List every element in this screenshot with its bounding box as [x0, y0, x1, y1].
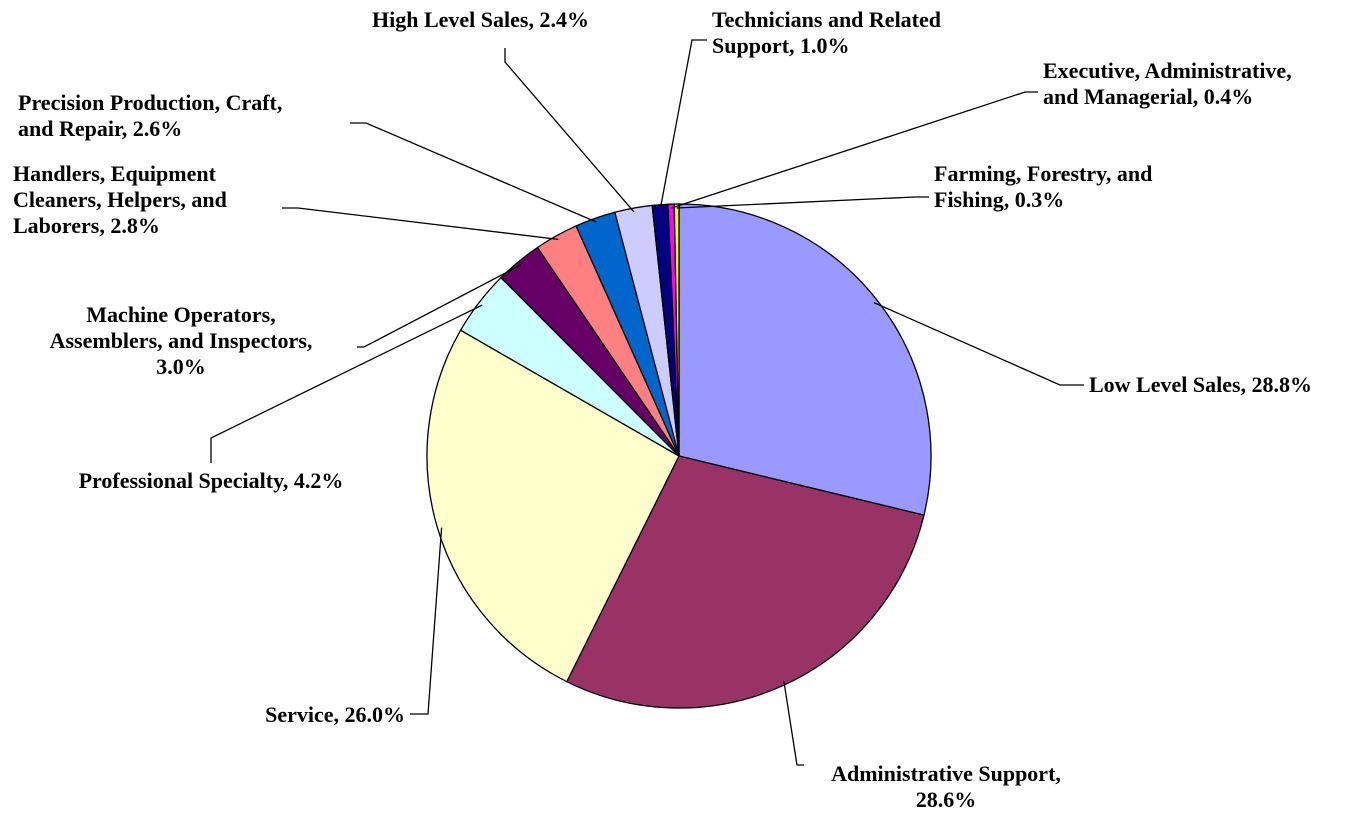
slice-label-line: Fishing, 0.3% — [934, 187, 1064, 212]
slice-label-line: Executive, Administrative, — [1043, 58, 1292, 83]
slice-label-line: Cleaners, Helpers, and — [13, 187, 227, 212]
slice-label-line: Precision Production, Craft, — [18, 90, 282, 115]
leader-lines — [210, 39, 1084, 766]
slice-label-line: Administrative Support, — [831, 761, 1061, 786]
slice-label-line: Professional Specialty, 4.2% — [79, 468, 344, 493]
slice-label-line: 3.0% — [156, 354, 206, 379]
leader-line-professional-specialty — [210, 304, 483, 463]
slice-label-service: Service, 26.0% — [265, 702, 405, 727]
pie-slice-administrative-support — [565, 455, 925, 709]
leader-line-high-level-sales — [504, 48, 635, 213]
slice-label-line: Support, 1.0% — [712, 33, 850, 58]
leader-line-low-level-sales — [873, 302, 1084, 386]
slice-label-line: and Repair, 2.6% — [18, 116, 182, 141]
pie-slice-low-level-sales — [678, 203, 932, 516]
pie-slice-farming-forestry-and-fishing — [673, 203, 680, 457]
slice-label-line: Handlers, Equipment — [13, 161, 217, 186]
slice-label-line: Service, 26.0% — [265, 702, 405, 727]
slice-labels: Low Level Sales, 28.8% Administrative Sup… — [13, 7, 1312, 812]
slice-label-line: and Managerial, 0.4% — [1043, 84, 1253, 109]
leader-line-machine-operators-assemblers-and-inspectors — [357, 264, 522, 348]
slice-label-administrative-support: Administrative Support, 28.6% — [831, 761, 1061, 812]
slice-label-line: Low Level Sales, 28.8% — [1089, 372, 1312, 397]
slice-label-precision-production-craft-and-repair: Precision Production, Craft, and Repair, … — [18, 90, 282, 141]
leader-line-technicians-and-related-support — [659, 39, 707, 209]
slice-label-line: Machine Operators, — [86, 302, 275, 327]
slice-label-farming-forestry-and-fishing: Farming, Forestry, and Fishing, 0.3% — [934, 161, 1152, 212]
slice-label-line: Laborers, 2.8% — [13, 213, 160, 238]
leader-line-executive-administrative-and-managerial — [670, 91, 1038, 209]
slice-label-line: Assemblers, and Inspectors, — [50, 328, 313, 353]
leader-line-handlers-equipment-cleaners-helpers-and-laborers — [282, 207, 559, 241]
slice-label-professional-specialty: Professional Specialty, 4.2% — [79, 468, 344, 493]
slice-label-low-level-sales: Low Level Sales, 28.8% — [1089, 372, 1312, 397]
slice-label-line: High Level Sales, 2.4% — [372, 7, 589, 32]
slice-label-line: Technicians and Related — [712, 7, 941, 32]
slice-label-machine-operators-assemblers-and-inspectors: Machine Operators, Assemblers, and Inspec… — [50, 302, 313, 379]
pie-slices — [426, 203, 932, 709]
slice-label-handlers-equipment-cleaners-helpers-and-laborers: Handlers, Equipment Cleaners, Helpers, an… — [13, 161, 227, 238]
leader-line-service — [410, 527, 443, 715]
leader-line-farming-forestry-and-fishing — [676, 196, 929, 209]
leader-line-administrative-support — [783, 680, 804, 766]
slice-label-line: 28.6% — [916, 787, 977, 812]
pie-slice-service — [426, 329, 680, 683]
slice-label-high-level-sales: High Level Sales, 2.4% — [372, 7, 589, 32]
slice-label-technicians-and-related-support: Technicians and Related Support, 1.0% — [712, 7, 941, 58]
leader-line-precision-production-craft-and-repair — [350, 122, 597, 223]
slice-label-executive-administrative-and-managerial: Executive, Administrative, and Managerial… — [1043, 58, 1292, 109]
slice-label-line: Farming, Forestry, and — [934, 161, 1152, 186]
